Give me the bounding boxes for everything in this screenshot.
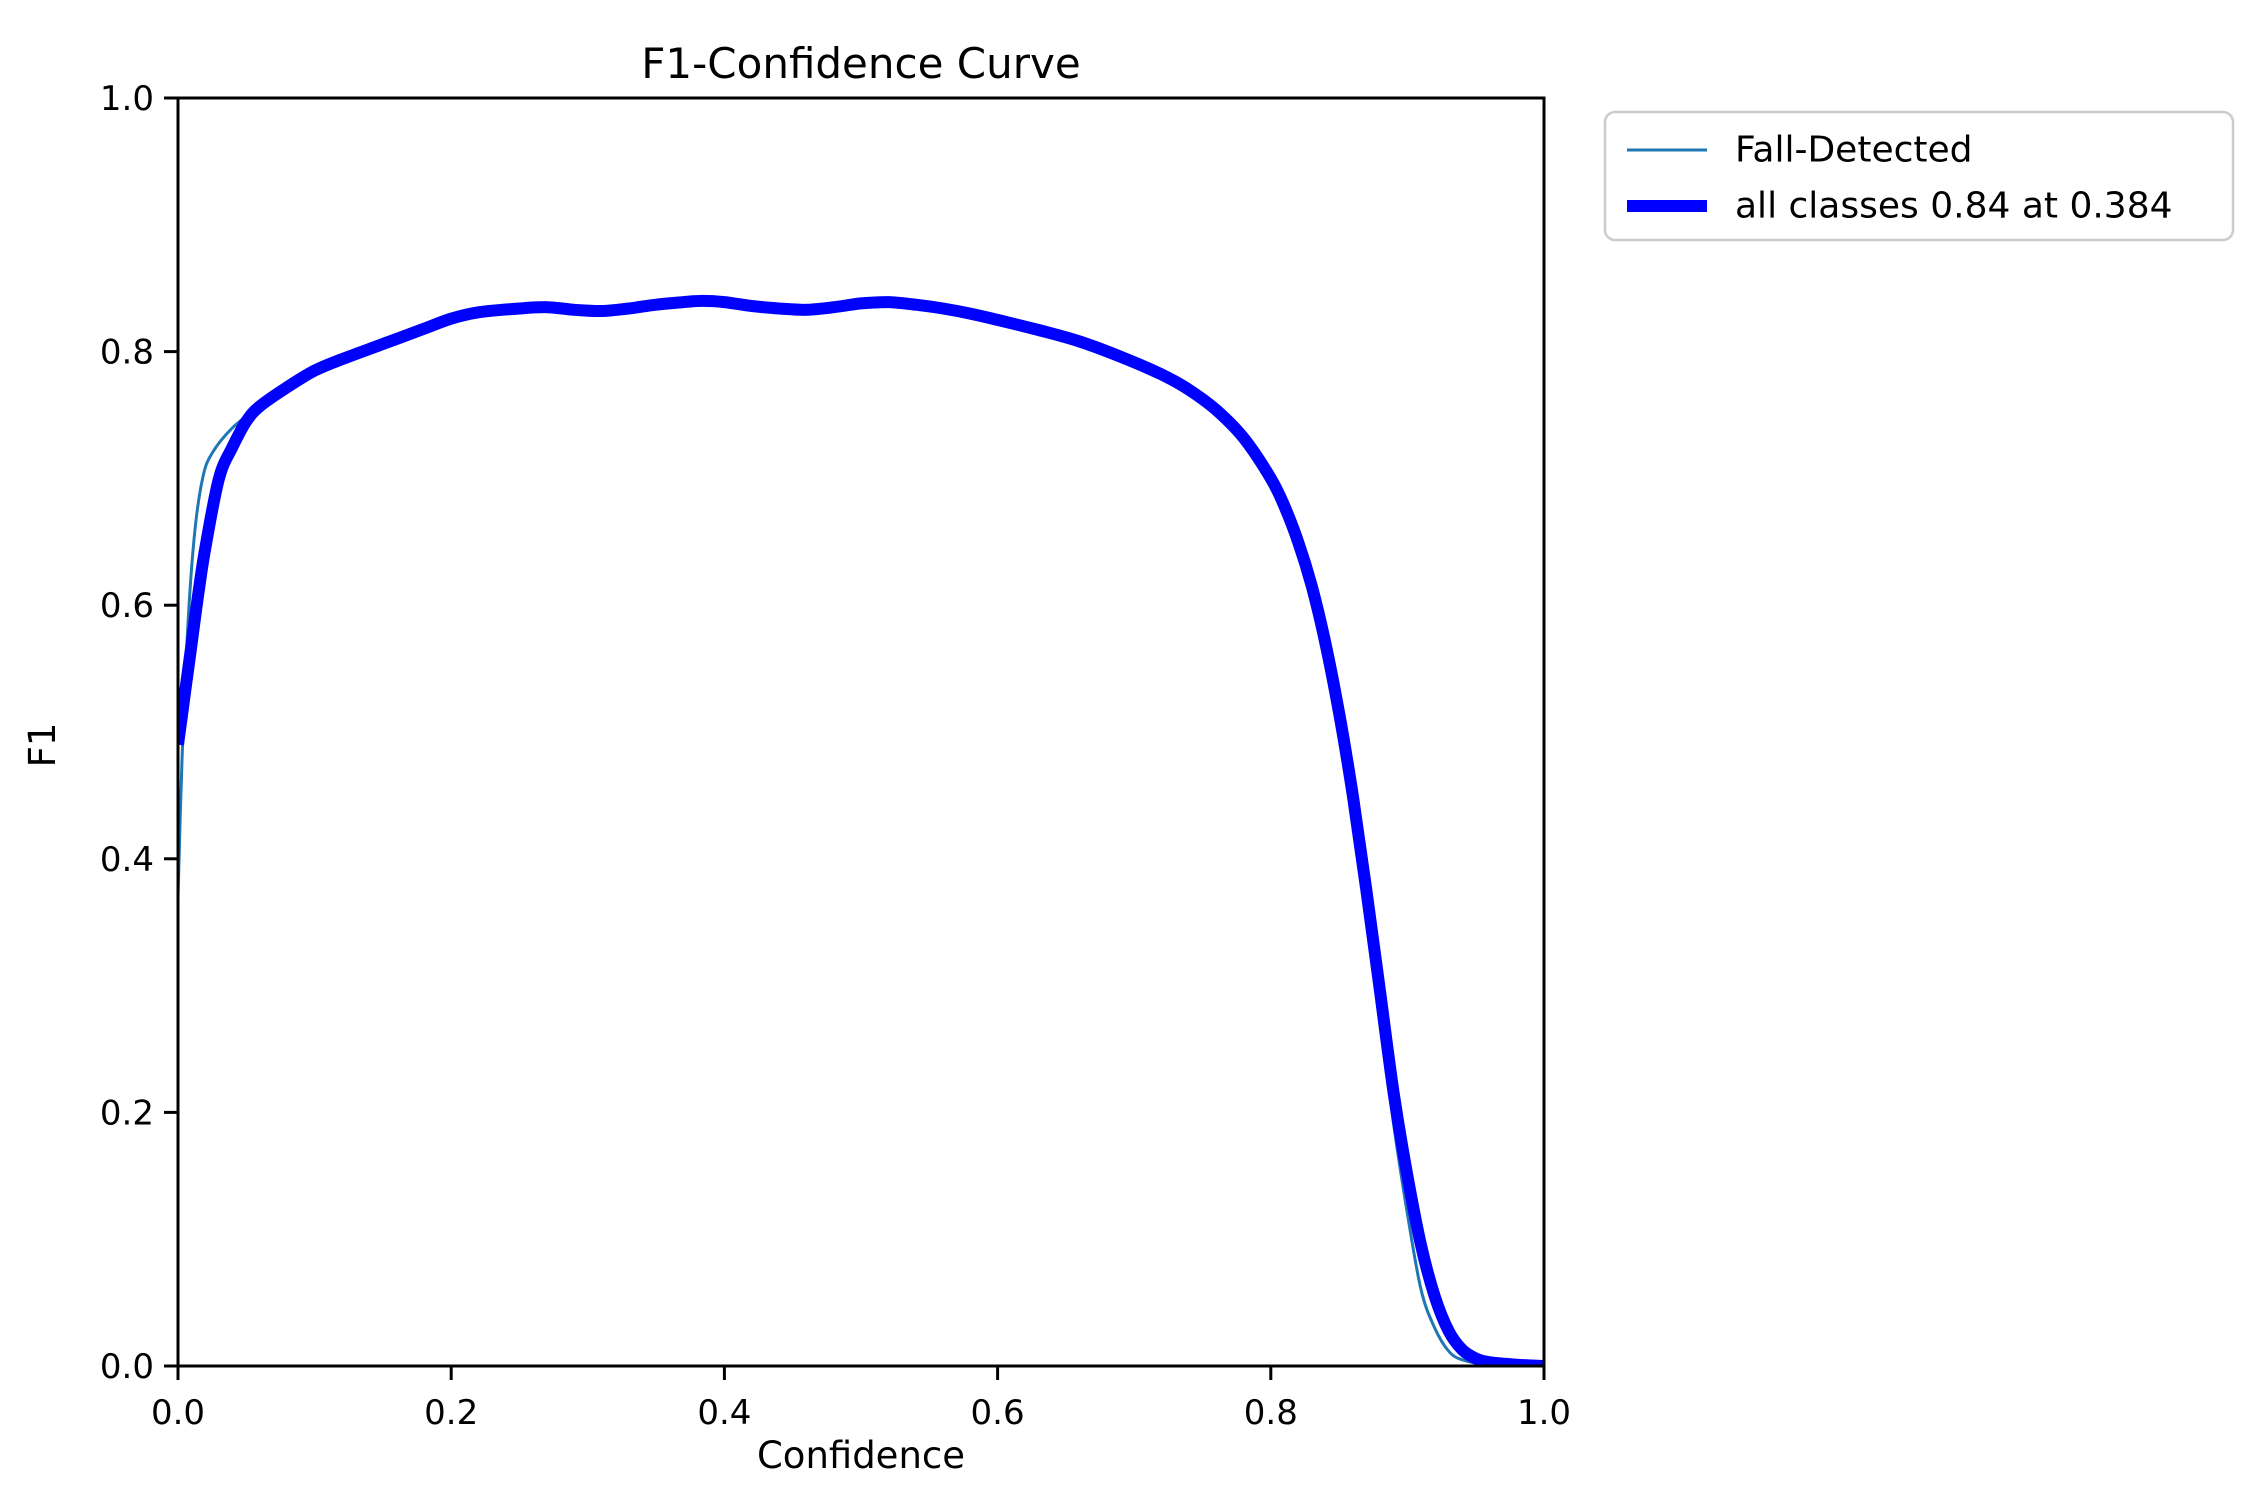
y-tick-label: 0.8 (100, 333, 154, 373)
legend-label-1: all classes 0.84 at 0.384 (1735, 186, 2173, 227)
legend-box (1603, 110, 2235, 242)
y-tick-label: 0.4 (100, 840, 154, 880)
x-tick-label: 0.8 (1244, 1393, 1298, 1433)
legend-label-0: Fall-Detected (1735, 130, 1973, 171)
chart-title: F1-Confidence Curve (641, 39, 1080, 88)
x-axis-label: Confidence (757, 1434, 965, 1477)
y-tick-label: 1.0 (100, 79, 154, 119)
y-tick-label: 0.0 (100, 1347, 154, 1387)
plot-area-frame (176, 96, 1546, 1368)
y-tick-label: 0.2 (100, 1093, 154, 1133)
y-axis-label: F1 (21, 723, 64, 768)
y-axis-ticks: 0.0 0.2 0.4 0.6 0.8 1.0 (100, 79, 178, 1387)
x-tick-label: 0.4 (697, 1393, 751, 1433)
x-tick-label: 0.6 (971, 1393, 1025, 1433)
x-tick-label: 0.2 (424, 1393, 478, 1433)
x-tick-label: 0.0 (151, 1393, 205, 1433)
series-lines (178, 294, 1544, 1366)
legend: Fall-Detected all classes 0.84 at 0.384 (1603, 110, 2235, 242)
x-tick-label: 1.0 (1517, 1393, 1571, 1433)
series-line-fall-detected (178, 299, 1544, 1366)
x-axis-ticks: 0.0 0.2 0.4 0.6 0.8 1.0 (151, 1366, 1571, 1433)
series-line-all-classes-0-84-at-0-384 (178, 294, 1544, 1366)
y-tick-label: 0.6 (100, 586, 154, 626)
